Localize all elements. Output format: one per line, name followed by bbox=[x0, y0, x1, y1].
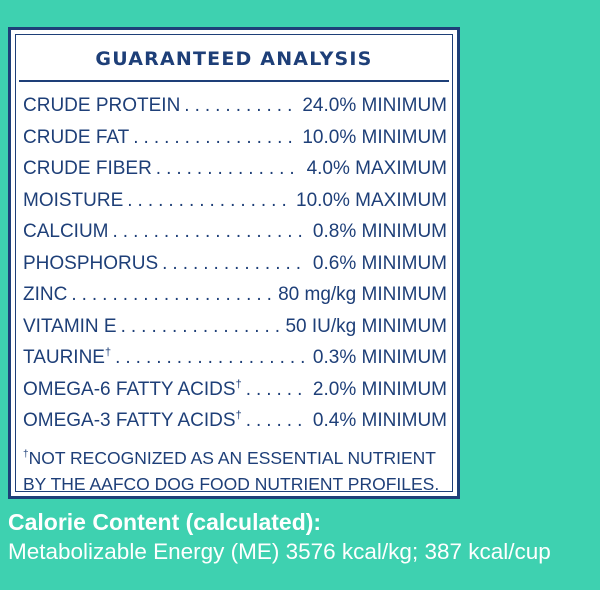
nutrient-name: MOISTURE bbox=[23, 189, 124, 211]
leader-dots: ........................................ bbox=[155, 158, 301, 179]
nutrient-name: CRUDE PROTEIN bbox=[23, 95, 181, 116]
nutrient-value: 0.8% MINIMUM bbox=[312, 221, 447, 242]
nutrient-value: 0.6% MINIMUM bbox=[312, 252, 447, 274]
analysis-rows: CRUDE PROTEIN ..........................… bbox=[23, 90, 447, 437]
leader-dots: ........................................ bbox=[133, 126, 296, 148]
footnote: †NOT RECOGNIZED AS AN ESSENTIAL NUTRIENT… bbox=[23, 445, 449, 497]
footnote-text: NOT RECOGNIZED AS AN ESSENTIAL NUTRIENT … bbox=[23, 448, 440, 494]
footnote-mark: † bbox=[23, 449, 29, 461]
nutrient-value: 0.4% MINIMUM bbox=[312, 410, 447, 431]
nutrient-name: OMEGA-3 FATTY ACIDS† bbox=[23, 409, 242, 431]
title-divider bbox=[19, 80, 449, 82]
panel-inner-border bbox=[15, 34, 453, 492]
analysis-row: OMEGA-6 FATTY ACIDS† ...................… bbox=[23, 374, 447, 406]
nutrient-name: ZINC bbox=[23, 284, 68, 305]
leader-dots: ........................................ bbox=[162, 252, 307, 274]
leader-dots: ........................................ bbox=[245, 410, 307, 431]
leader-dots: ........................................ bbox=[115, 347, 307, 368]
analysis-row: TAURINE† ...............................… bbox=[23, 342, 447, 374]
leader-dots: ........................................ bbox=[127, 189, 290, 211]
calorie-content: Calorie Content (calculated): Metaboliza… bbox=[8, 507, 596, 567]
nutrient-name: CRUDE FIBER bbox=[23, 158, 152, 179]
nutrient-name: OMEGA-6 FATTY ACIDS† bbox=[23, 378, 242, 400]
leader-dots: ........................................ bbox=[184, 95, 297, 116]
leader-dots: ........................................ bbox=[245, 378, 307, 400]
nutrient-value: 10.0% MINIMUM bbox=[302, 126, 447, 148]
calorie-heading: Calorie Content (calculated): bbox=[8, 509, 322, 535]
nutrient-value: 2.0% MINIMUM bbox=[312, 378, 447, 400]
nutrient-name: VITAMIN E bbox=[23, 315, 117, 337]
leader-dots: ........................................ bbox=[120, 315, 280, 337]
analysis-row: PHOSPHORUS .............................… bbox=[23, 248, 447, 280]
nutrient-value: 24.0% MINIMUM bbox=[302, 95, 447, 116]
leader-dots: ........................................ bbox=[71, 284, 273, 305]
analysis-row: CALCIUM ................................… bbox=[23, 216, 447, 248]
analysis-row: MOISTURE ...............................… bbox=[23, 185, 447, 217]
nutrient-name: CRUDE FAT bbox=[23, 126, 130, 148]
nutrient-value: 80 mg/kg MINIMUM bbox=[278, 284, 447, 305]
metabolizable-energy: Metabolizable Energy (ME) 3576 kcal/kg; … bbox=[8, 539, 551, 564]
nutrient-name: PHOSPHORUS bbox=[23, 252, 159, 274]
nutrient-name: CALCIUM bbox=[23, 221, 109, 242]
leader-dots: ........................................ bbox=[112, 221, 307, 242]
nutrient-value: 4.0% MAXIMUM bbox=[306, 158, 447, 179]
nutrient-value: 0.3% MINIMUM bbox=[312, 347, 447, 368]
analysis-row: OMEGA-3 FATTY ACIDS† ...................… bbox=[23, 405, 447, 437]
nutrient-value: 10.0% MAXIMUM bbox=[296, 189, 447, 211]
analysis-row: CRUDE FIBER ............................… bbox=[23, 153, 447, 185]
analysis-row: CRUDE FAT ..............................… bbox=[23, 122, 447, 154]
analysis-row: VITAMIN E ..............................… bbox=[23, 311, 447, 343]
nutrient-value: 50 IU/kg MINIMUM bbox=[285, 315, 447, 337]
analysis-row: CRUDE PROTEIN ..........................… bbox=[23, 90, 447, 122]
panel-title: GUARANTEED ANALYSIS bbox=[95, 48, 373, 70]
analysis-row: ZINC ...................................… bbox=[23, 279, 447, 311]
guaranteed-analysis-panel: GUARANTEED ANALYSIS CRUDE PROTEIN ......… bbox=[8, 27, 460, 499]
nutrient-name: TAURINE† bbox=[23, 346, 112, 368]
